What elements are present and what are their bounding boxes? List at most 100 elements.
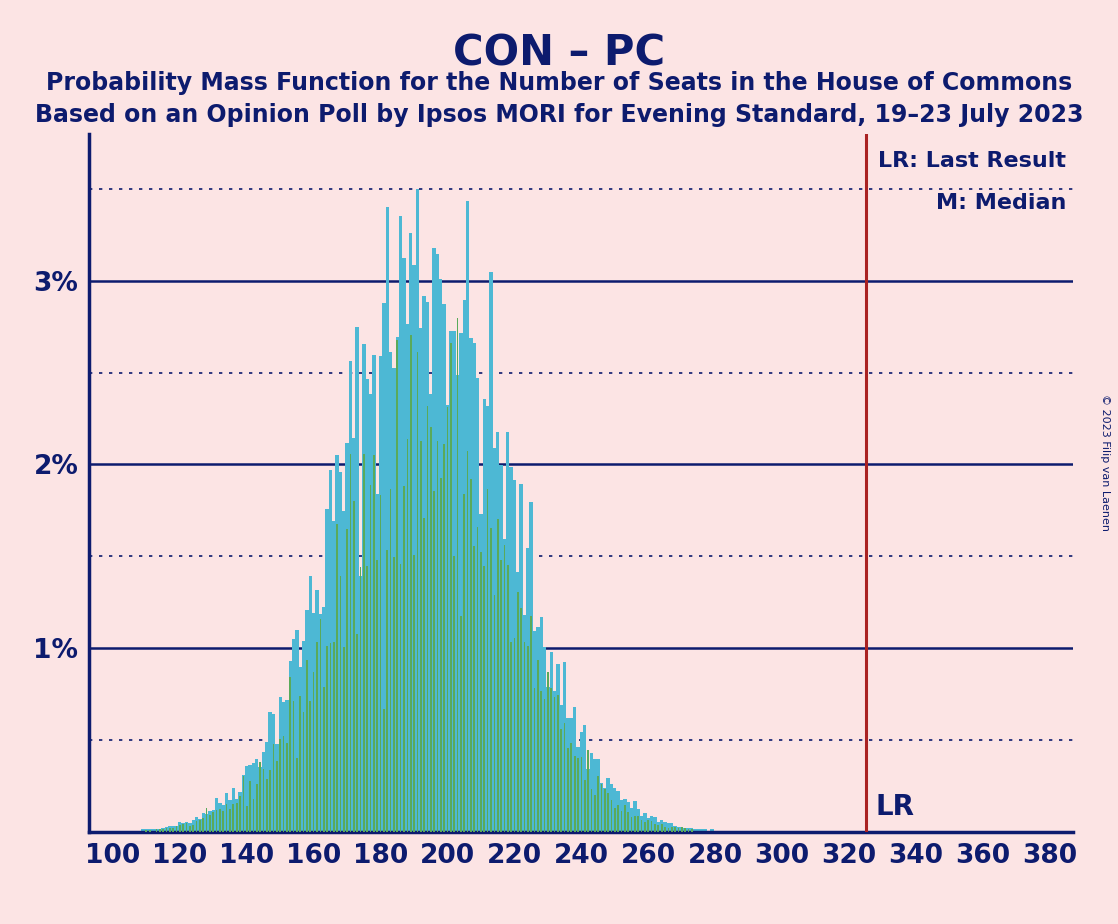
Bar: [359, 576, 362, 832]
Bar: [239, 796, 240, 832]
Bar: [693, 829, 697, 832]
Text: M: Median: M: Median: [936, 193, 1067, 213]
Bar: [620, 810, 623, 832]
Bar: [248, 765, 252, 832]
Bar: [600, 784, 603, 832]
Bar: [653, 817, 656, 832]
Bar: [335, 455, 339, 832]
Bar: [530, 615, 532, 832]
Bar: [476, 527, 479, 832]
Bar: [396, 337, 399, 832]
Bar: [330, 643, 331, 832]
Bar: [624, 806, 626, 832]
Bar: [456, 374, 459, 832]
Bar: [506, 565, 509, 832]
Bar: [286, 743, 287, 832]
Bar: [626, 802, 629, 832]
Bar: [300, 696, 301, 832]
Bar: [637, 816, 639, 832]
Bar: [527, 647, 529, 832]
Bar: [211, 810, 215, 832]
Bar: [681, 827, 683, 832]
Bar: [560, 705, 563, 832]
Bar: [141, 830, 144, 832]
Bar: [493, 595, 495, 832]
Bar: [249, 781, 250, 832]
Bar: [320, 619, 321, 832]
Bar: [586, 769, 589, 832]
Bar: [584, 780, 586, 832]
Bar: [680, 827, 683, 832]
Bar: [357, 634, 358, 832]
Bar: [616, 792, 619, 832]
Bar: [577, 748, 580, 832]
Bar: [352, 438, 356, 832]
Bar: [322, 607, 325, 832]
Bar: [470, 338, 473, 832]
Bar: [383, 710, 385, 832]
Bar: [553, 691, 557, 832]
Bar: [285, 699, 288, 832]
Bar: [587, 750, 589, 832]
Bar: [530, 502, 533, 832]
Bar: [674, 828, 676, 832]
Bar: [654, 824, 656, 832]
Bar: [212, 811, 214, 832]
Bar: [416, 189, 419, 832]
Bar: [392, 368, 396, 832]
Bar: [256, 784, 257, 832]
Bar: [382, 303, 386, 832]
Bar: [409, 233, 413, 832]
Bar: [258, 768, 262, 832]
Bar: [342, 511, 345, 832]
Bar: [597, 776, 599, 832]
Bar: [557, 664, 560, 832]
Bar: [666, 822, 670, 832]
Bar: [463, 494, 465, 832]
Bar: [360, 567, 361, 832]
Bar: [466, 201, 470, 832]
Bar: [221, 805, 225, 832]
Bar: [151, 829, 154, 832]
Bar: [580, 757, 582, 832]
Bar: [629, 808, 633, 832]
Bar: [315, 590, 319, 832]
Bar: [353, 501, 354, 832]
Bar: [617, 805, 619, 832]
Bar: [329, 469, 332, 832]
Bar: [176, 826, 178, 832]
Bar: [199, 820, 201, 832]
Bar: [651, 821, 653, 832]
Bar: [417, 352, 418, 832]
Bar: [293, 701, 294, 832]
Bar: [593, 759, 596, 832]
Bar: [580, 732, 582, 832]
Bar: [319, 614, 322, 832]
Bar: [386, 208, 389, 832]
Bar: [627, 812, 629, 832]
Bar: [253, 798, 254, 832]
Bar: [202, 819, 205, 832]
Bar: [607, 793, 609, 832]
Bar: [292, 639, 295, 832]
Bar: [513, 638, 515, 832]
Bar: [273, 744, 274, 832]
Bar: [201, 813, 205, 832]
Bar: [164, 828, 168, 832]
Bar: [520, 608, 522, 832]
Bar: [454, 556, 455, 832]
Bar: [265, 742, 268, 832]
Bar: [470, 480, 472, 832]
Bar: [222, 811, 224, 832]
Bar: [476, 378, 480, 832]
Bar: [710, 830, 713, 832]
Bar: [238, 792, 241, 832]
Bar: [312, 613, 315, 832]
Bar: [500, 560, 502, 832]
Bar: [437, 441, 438, 832]
Bar: [245, 765, 248, 832]
Bar: [527, 548, 530, 832]
Bar: [369, 394, 372, 832]
Bar: [446, 406, 449, 832]
Bar: [703, 829, 707, 832]
